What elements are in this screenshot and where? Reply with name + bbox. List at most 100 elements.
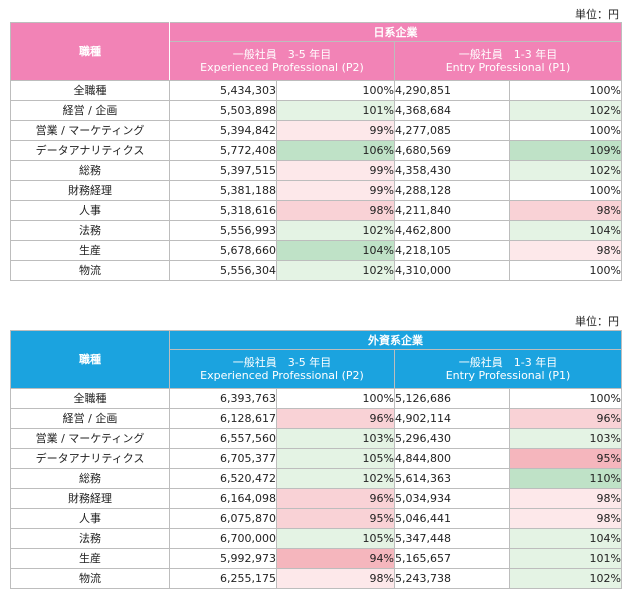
company-type-header: 外資系企業	[169, 330, 622, 350]
ratio-p1-cell: 95%	[509, 448, 622, 469]
role-name-cell: 物流	[10, 568, 170, 589]
level-p2-en: Experienced Professional (P2)	[200, 61, 364, 74]
table-row: 財務経理 5,381,188 99% 4,288,128 100%	[10, 180, 622, 201]
salary-p1-cell: 4,358,430	[394, 160, 510, 181]
table-row: 財務経理 6,164,098 96% 5,034,934 98%	[10, 488, 622, 509]
salary-p1-cell: 4,211,840	[394, 200, 510, 221]
role-name-cell: 生産	[10, 240, 170, 261]
ratio-p2-cell: 96%	[276, 408, 395, 429]
role-name-cell: 経営 / 企画	[10, 100, 170, 121]
salary-p2-cell: 5,397,515	[169, 160, 277, 181]
role-name-cell: 総務	[10, 160, 170, 181]
salary-p1-cell: 4,902,114	[394, 408, 510, 429]
ratio-p2-cell: 94%	[276, 548, 395, 569]
table-row: 法務 5,556,993 102% 4,462,800 104%	[10, 220, 622, 241]
salary-p1-cell: 5,046,441	[394, 508, 510, 529]
level-p1-jp: 一般社員 1-3 年目	[458, 48, 558, 61]
salary-p1-cell: 4,368,684	[394, 100, 510, 121]
level-p2-jp: 一般社員 3-5 年目	[232, 356, 332, 369]
ratio-p1-cell: 100%	[509, 120, 622, 141]
table-row: 物流 6,255,175 98% 5,243,738 102%	[10, 568, 622, 589]
salary-p2-cell: 5,394,842	[169, 120, 277, 141]
salary-p1-cell: 4,218,105	[394, 240, 510, 261]
ratio-p1-cell: 100%	[509, 388, 622, 409]
level-header-p2: 一般社員 3-5 年目 Experienced Professional (P2…	[169, 349, 395, 389]
ratio-p1-cell: 100%	[509, 180, 622, 201]
table-row: 経営 / 企画 6,128,617 96% 4,902,114 96%	[10, 408, 622, 429]
ratio-p2-cell: 98%	[276, 200, 395, 221]
salary-table-japanese: 職種 日系企業 一般社員 3-5 年目 Experienced Professi…	[10, 22, 622, 281]
salary-p1-cell: 5,347,448	[394, 528, 510, 549]
ratio-p1-cell: 102%	[509, 160, 622, 181]
salary-p2-cell: 5,772,408	[169, 140, 277, 161]
ratio-p1-cell: 100%	[509, 80, 622, 101]
table-row: 法務 6,700,000 105% 5,347,448 104%	[10, 528, 622, 549]
table-row: 全職種 5,434,303 100% 4,290,851 100%	[10, 80, 622, 101]
salary-p2-cell: 5,381,188	[169, 180, 277, 201]
ratio-p2-cell: 103%	[276, 428, 395, 449]
salary-p1-cell: 4,844,800	[394, 448, 510, 469]
salary-p2-cell: 6,128,617	[169, 408, 277, 429]
salary-p2-cell: 5,678,660	[169, 240, 277, 261]
ratio-p2-cell: 101%	[276, 100, 395, 121]
ratio-p1-cell: 98%	[509, 488, 622, 509]
salary-p2-cell: 6,255,175	[169, 568, 277, 589]
role-name-cell: 人事	[10, 508, 170, 529]
salary-p2-cell: 6,393,763	[169, 388, 277, 409]
level-header-p1: 一般社員 1-3 年目 Entry Professional (P1)	[394, 41, 622, 81]
ratio-p2-cell: 96%	[276, 488, 395, 509]
salary-p1-cell: 5,034,934	[394, 488, 510, 509]
ratio-p2-cell: 99%	[276, 160, 395, 181]
ratio-p1-cell: 109%	[509, 140, 622, 161]
salary-p1-cell: 5,165,657	[394, 548, 510, 569]
salary-p2-cell: 6,705,377	[169, 448, 277, 469]
role-name-cell: 物流	[10, 260, 170, 281]
role-column-header: 職種	[10, 22, 170, 81]
table-row: データアナリティクス 5,772,408 106% 4,680,569 109%	[10, 140, 622, 161]
level-p1-jp: 一般社員 1-3 年目	[458, 356, 558, 369]
table-row: 人事 6,075,870 95% 5,046,441 98%	[10, 508, 622, 529]
salary-table-foreign: 職種 外資系企業 一般社員 3-5 年目 Experienced Profess…	[10, 330, 622, 589]
ratio-p2-cell: 100%	[276, 388, 395, 409]
role-name-cell: 全職種	[10, 80, 170, 101]
salary-p1-cell: 4,277,085	[394, 120, 510, 141]
table-row: 営業 / マーケティング 5,394,842 99% 4,277,085 100%	[10, 120, 622, 141]
ratio-p2-cell: 104%	[276, 240, 395, 261]
role-column-header: 職種	[10, 330, 170, 389]
ratio-p1-cell: 98%	[509, 200, 622, 221]
salary-p2-cell: 6,700,000	[169, 528, 277, 549]
role-name-cell: 人事	[10, 200, 170, 221]
table-row: 人事 5,318,616 98% 4,211,840 98%	[10, 200, 622, 221]
salary-p2-cell: 6,164,098	[169, 488, 277, 509]
ratio-p1-cell: 101%	[509, 548, 622, 569]
salary-p2-cell: 5,556,993	[169, 220, 277, 241]
role-name-cell: データアナリティクス	[10, 448, 170, 469]
role-name-cell: 生産	[10, 548, 170, 569]
level-p2-jp: 一般社員 3-5 年目	[232, 48, 332, 61]
ratio-p1-cell: 98%	[509, 240, 622, 261]
salary-p1-cell: 4,288,128	[394, 180, 510, 201]
salary-p1-cell: 4,290,851	[394, 80, 510, 101]
ratio-p2-cell: 98%	[276, 568, 395, 589]
table-row: 物流 5,556,304 102% 4,310,000 100%	[10, 260, 622, 281]
level-header-p1: 一般社員 1-3 年目 Entry Professional (P1)	[394, 349, 622, 389]
table-row: 全職種 6,393,763 100% 5,126,686 100%	[10, 388, 622, 409]
salary-p2-cell: 5,318,616	[169, 200, 277, 221]
ratio-p1-cell: 98%	[509, 508, 622, 529]
role-name-cell: 営業 / マーケティング	[10, 428, 170, 449]
ratio-p1-cell: 104%	[509, 528, 622, 549]
level-header-p2: 一般社員 3-5 年目 Experienced Professional (P2…	[169, 41, 395, 81]
ratio-p1-cell: 104%	[509, 220, 622, 241]
role-name-cell: 財務経理	[10, 180, 170, 201]
ratio-p2-cell: 99%	[276, 120, 395, 141]
table-row: データアナリティクス 6,705,377 105% 4,844,800 95%	[10, 448, 622, 469]
salary-p2-cell: 5,556,304	[169, 260, 277, 281]
table-row: 総務 5,397,515 99% 4,358,430 102%	[10, 160, 622, 181]
table-row: 経営 / 企画 5,503,898 101% 4,368,684 102%	[10, 100, 622, 121]
ratio-p1-cell: 96%	[509, 408, 622, 429]
ratio-p2-cell: 102%	[276, 220, 395, 241]
salary-p1-cell: 4,310,000	[394, 260, 510, 281]
ratio-p2-cell: 102%	[276, 260, 395, 281]
level-p1-en: Entry Professional (P1)	[445, 61, 571, 74]
salary-p2-cell: 5,434,303	[169, 80, 277, 101]
